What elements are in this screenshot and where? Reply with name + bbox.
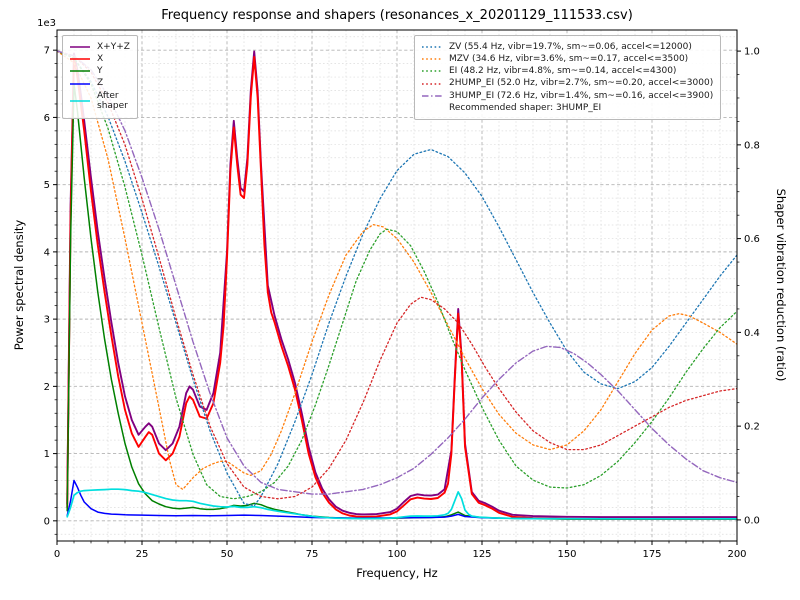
legend-line-sample-icon [422, 46, 442, 48]
series-after-shaper [66, 488, 737, 520]
legend-item-3hump-ei: 3HUMP_EI (72.6 Hz, vibr=1.4%, sm~=0.16, … [421, 91, 713, 102]
y-axis-label-left: Power spectral density [12, 219, 26, 351]
y-left-offset-text: 1e3 [37, 18, 56, 29]
x-tick-label: 175 [642, 549, 661, 560]
y-left-tick-label: 5 [44, 180, 50, 191]
y-left-tick-label: 6 [44, 113, 50, 124]
series-2hump-ei [57, 50, 737, 500]
chart-title: Frequency response and shapers (resonanc… [161, 8, 633, 23]
y-left-tick-label: 7 [44, 46, 50, 57]
legend-item-2hump-ei: 2HUMP_EI (52.0 Hz, vibr=2.7%, sm~=0.20, … [421, 78, 713, 89]
legend-line-sample-icon [70, 100, 90, 103]
legend-label: Z [97, 78, 104, 89]
x-tick-label: 0 [54, 549, 60, 560]
legend-label: X+Y+Z [97, 41, 130, 52]
y-right-tick-label: 0.2 [744, 422, 760, 433]
legend-line-sample-icon [70, 70, 90, 73]
legend-psd: X+Y+Z X Y Z After shaper [62, 35, 138, 119]
series-zv [57, 50, 737, 507]
legend-line-sample-icon [70, 82, 90, 85]
y-right-tick-label: 0.8 [744, 140, 760, 151]
legend-label: Y [97, 66, 103, 77]
legend-note-label: Recommended shaper: 3HUMP_EI [449, 102, 602, 113]
legend-item-x: X [69, 54, 130, 65]
legend-item-ei: EI (48.2 Hz, vibr=4.8%, sm~=0.14, accel<… [421, 66, 713, 77]
x-tick-label: 125 [472, 549, 491, 560]
y-left-tick-label: 0 [44, 516, 50, 527]
legend-label: After shaper [97, 90, 128, 112]
y-right-tick-label: 0.6 [744, 234, 760, 245]
legend-label: EI (48.2 Hz, vibr=4.8%, sm~=0.14, accel<… [449, 66, 677, 77]
y-right-tick-label: 1.0 [744, 47, 760, 58]
legend-line-sample-icon [70, 58, 90, 60]
legend-item-x-y-z: X+Y+Z [69, 42, 130, 53]
y-right-tick-label: 0.4 [744, 328, 760, 339]
x-axis-label: Frequency, Hz [356, 566, 438, 580]
y-left-tick-label: 1 [44, 449, 50, 460]
legend-label: 2HUMP_EI (52.0 Hz, vibr=2.7%, sm~=0.20, … [449, 78, 714, 89]
y-left-tick-label: 4 [44, 247, 50, 258]
legend-line-sample-icon [422, 58, 442, 60]
x-tick-label: 100 [387, 549, 406, 560]
legend-label: X [97, 53, 104, 64]
series-y [66, 83, 737, 520]
legend-line-sample-icon [70, 46, 90, 48]
legend-item-z: Z [69, 78, 130, 89]
legend-item-zv: ZV (55.4 Hz, vibr=19.7%, sm~=0.06, accel… [421, 42, 713, 53]
series-3hump-ei [57, 50, 737, 495]
x-tick-label: 50 [221, 549, 234, 560]
y-axis-label-right: Shaper vibration reduction (ratio) [774, 188, 788, 382]
legend-line-sample-icon [422, 70, 442, 73]
legend-shapers: ZV (55.4 Hz, vibr=19.7%, sm~=0.06, accel… [414, 35, 722, 121]
x-tick-label: 25 [136, 549, 149, 560]
legend-label: MZV (34.6 Hz, vibr=3.6%, sm~=0.17, accel… [449, 53, 689, 64]
x-tick-label: 75 [306, 549, 319, 560]
series-ei [57, 50, 737, 500]
series-x-y-z [66, 50, 737, 519]
series-mzv [57, 50, 737, 491]
x-tick-label: 150 [557, 549, 576, 560]
y-right-tick-label: 0.0 [744, 515, 760, 526]
legend-line-sample-icon [422, 95, 442, 97]
legend-label: ZV (55.4 Hz, vibr=19.7%, sm~=0.06, accel… [449, 41, 692, 52]
legend-note: Recommended shaper: 3HUMP_EI [421, 103, 713, 114]
legend-item-y: Y [69, 66, 130, 77]
y-left-tick-label: 2 [44, 382, 50, 393]
legend-label: 3HUMP_EI (72.6 Hz, vibr=1.4%, sm~=0.16, … [449, 90, 714, 101]
x-tick-label: 200 [727, 549, 746, 560]
y-left-tick-label: 3 [44, 315, 50, 326]
legend-item-after-shaper: After shaper [69, 91, 130, 113]
legend-item-mzv: MZV (34.6 Hz, vibr=3.6%, sm~=0.17, accel… [421, 54, 713, 65]
series-x [66, 55, 737, 521]
legend-line-sample-icon [422, 82, 442, 85]
